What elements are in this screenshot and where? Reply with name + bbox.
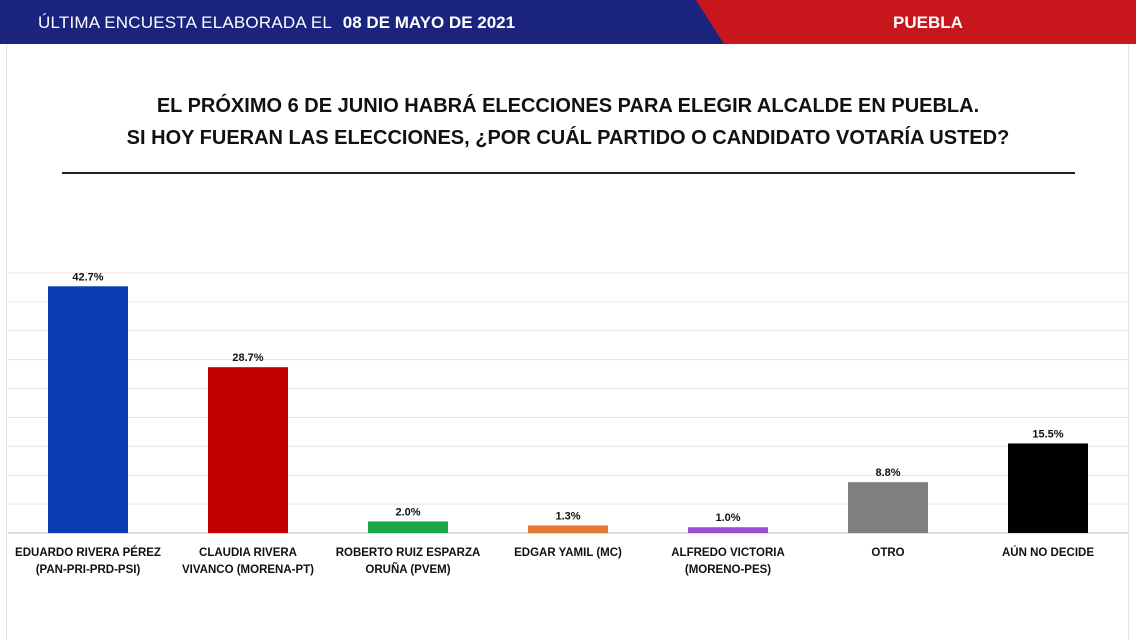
bar — [528, 525, 608, 533]
value-label: 1.0% — [715, 512, 740, 524]
bar — [208, 367, 288, 533]
left-border — [6, 44, 7, 640]
value-labels: 42.7% 28.7% 2.0% 1.3% 1.0% 8.8% 15.5% — [72, 271, 1063, 524]
category-labels: EDUARDO RIVERA PÉREZ (PAN-PRI-PRD-PSI) CLA… — [15, 546, 1094, 576]
value-label: 8.8% — [875, 467, 900, 479]
value-label: 1.3% — [555, 510, 580, 522]
survey-date: 08 DE MAYO DE 2021 — [342, 13, 516, 32]
header-background — [0, 0, 1136, 44]
category-label: ALFREDO VICTORIA (MORENO-PES) — [671, 547, 785, 576]
vote-intention-bar-chart: 42.7% 28.7% 2.0% 1.3% 1.0% 8.8% 15.5% EDUARDO … — [8, 271, 1128, 576]
header-banner: ÚLTIMA ENCUESTA ELABORADA EL 08 DE MAYO … — [0, 0, 1136, 44]
survey-date-line: ÚLTIMA ENCUESTA ELABORADA EL 08 DE MAYO … — [38, 11, 515, 35]
category-label: OTRO — [871, 547, 904, 559]
bar — [688, 527, 768, 533]
bars — [48, 286, 1088, 533]
category-label: AÚN NO DECIDE — [1002, 546, 1094, 559]
category-label: EDUARDO RIVERA PÉREZ (PAN-PRI-PRD-PSI) — [15, 546, 161, 576]
right-border — [1128, 44, 1129, 640]
value-label: 42.7% — [72, 271, 103, 283]
value-label: 2.0% — [395, 506, 420, 518]
gridlines — [8, 272, 1128, 534]
bar — [48, 286, 128, 533]
title-divider — [62, 172, 1075, 174]
bar — [848, 482, 928, 533]
survey-date-prefix: ÚLTIMA ENCUESTA ELABORADA EL — [38, 13, 333, 32]
category-label: EDGAR YAMIL (MC) — [514, 547, 622, 559]
question-line-1: EL PRÓXIMO 6 DE JUNIO HABRÁ ELECCIONES P… — [156, 95, 980, 117]
question-line-2: SI HOY FUERAN LAS ELECCIONES, ¿POR CUÁL … — [126, 127, 1010, 149]
bar — [368, 521, 448, 533]
bar — [1008, 443, 1088, 533]
value-label: 28.7% — [232, 352, 263, 364]
survey-question: EL PRÓXIMO 6 DE JUNIO HABRÁ ELECCIONES P… — [40, 90, 1096, 154]
value-label: 15.5% — [1032, 428, 1063, 440]
region-label: PUEBLA — [893, 13, 963, 32]
category-label: ROBERTO RUIZ ESPARZA ORUÑA (PVEM) — [336, 547, 481, 576]
category-label: CLAUDIA RIVERA VIVANCO (MORENA-PT) — [182, 547, 314, 576]
